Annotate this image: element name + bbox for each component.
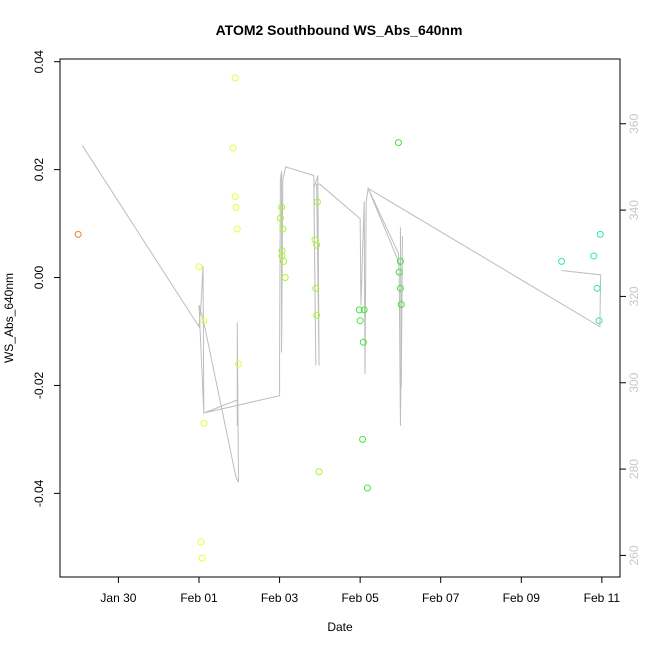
data-point [360, 306, 368, 314]
data-point [397, 301, 405, 309]
y-axis: 0.04 0.02 0.00 -0.02 -0.04 [32, 50, 60, 507]
data-point [279, 225, 287, 233]
data-point [278, 247, 286, 255]
points-layer [74, 74, 604, 562]
x-tick-label: Jan 30 [100, 591, 136, 605]
data-point [233, 225, 241, 233]
y-tick-label: 0.02 [32, 158, 46, 182]
y-tick-label: -0.02 [32, 371, 46, 399]
x-tick-label: Feb 03 [261, 591, 299, 605]
x-tick-label: Feb 05 [341, 591, 379, 605]
y-tick-label: 0.04 [32, 50, 46, 74]
data-point [395, 268, 403, 276]
data-point [280, 257, 288, 265]
data-point [315, 468, 323, 476]
data-point [359, 338, 367, 346]
data-point [313, 241, 321, 249]
data-point [234, 360, 242, 368]
x-tick-label: Feb 11 [584, 591, 621, 605]
data-point [232, 203, 240, 211]
y2-tick-label: 280 [627, 459, 641, 479]
data-point [200, 419, 208, 427]
data-point [363, 484, 371, 492]
x-tick-label: Feb 01 [180, 591, 218, 605]
data-point [396, 284, 404, 292]
data-point [355, 306, 363, 314]
data-point [231, 74, 239, 82]
data-point [356, 317, 364, 325]
y2-tick-label: 360 [627, 113, 641, 133]
y-axis-label: WS_Abs_640nm [2, 273, 16, 363]
data-point [281, 274, 289, 282]
data-point [558, 257, 566, 265]
x-axis-label: Date [327, 620, 353, 634]
data-point [313, 311, 321, 319]
y2-tick-label: 340 [627, 200, 641, 220]
data-point [595, 317, 603, 325]
y2-axis: 260 280 300 320 340 360 [620, 113, 641, 565]
data-point [312, 284, 320, 292]
data-point [278, 203, 286, 211]
y2-tick-label: 300 [627, 372, 641, 392]
secondary-series-line [81, 145, 602, 483]
data-point [231, 193, 239, 201]
data-point [396, 257, 404, 265]
x-axis: Jan 30 Feb 01 Feb 03 Feb 05 Feb 07 Feb 09 Feb … [100, 577, 620, 605]
data-point [198, 554, 206, 562]
data-point [197, 538, 205, 546]
y-tick-label: -0.04 [32, 479, 46, 507]
data-point [590, 252, 598, 260]
secondary-line-layer [81, 145, 602, 483]
data-point [276, 214, 284, 222]
data-point [394, 139, 402, 147]
data-point [229, 144, 237, 152]
data-point [593, 284, 601, 292]
data-point [74, 230, 82, 238]
plot-frame [59, 58, 621, 578]
chart-title: ATOM2 Southbound WS_Abs_640nm [216, 22, 463, 38]
y2-tick-label: 260 [627, 545, 641, 565]
y2-tick-label: 320 [627, 286, 641, 306]
data-point [359, 435, 367, 443]
data-point [313, 198, 321, 206]
x-tick-label: Feb 09 [503, 591, 541, 605]
y-tick-label: 0.00 [32, 266, 46, 290]
data-point [200, 317, 208, 325]
data-point [195, 263, 203, 271]
data-point [596, 230, 604, 238]
x-tick-label: Feb 07 [422, 591, 460, 605]
